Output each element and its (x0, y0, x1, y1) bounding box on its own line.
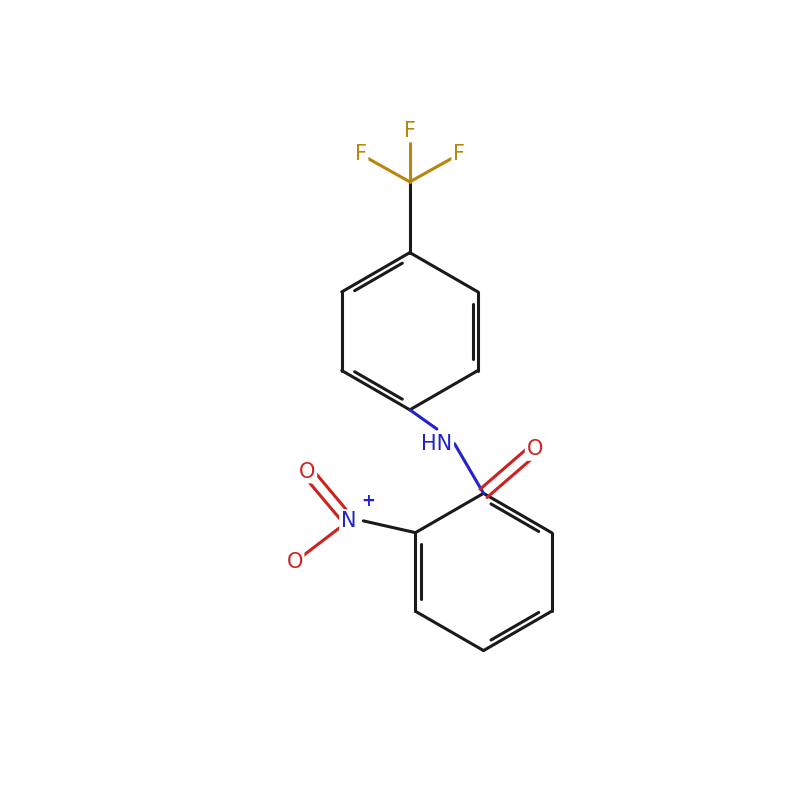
Text: O: O (286, 552, 302, 572)
Text: F: F (354, 144, 366, 164)
Text: +: + (362, 492, 375, 510)
Text: HN: HN (422, 434, 453, 454)
Text: F: F (453, 144, 465, 164)
Text: N: N (341, 511, 356, 531)
Text: O: O (526, 439, 543, 459)
Text: O: O (299, 462, 315, 482)
Text: F: F (404, 121, 416, 141)
